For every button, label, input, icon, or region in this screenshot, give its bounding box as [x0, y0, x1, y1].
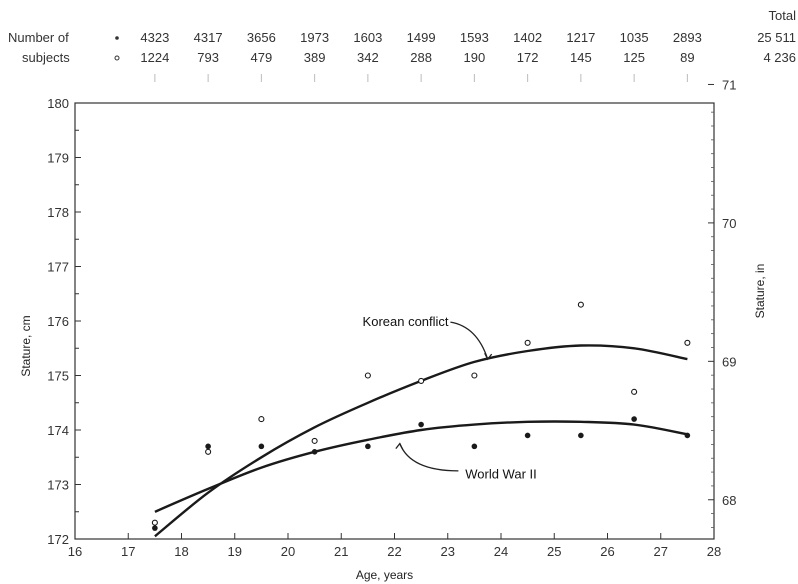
count-ww2: 4323 — [140, 30, 169, 45]
x-tick-label: 19 — [228, 544, 242, 559]
annotation-world-war-ii: World War II — [465, 467, 537, 482]
x-tick-label: 17 — [121, 544, 135, 559]
y-tick-label: 180 — [47, 96, 69, 111]
point-world-war-ii — [418, 421, 424, 428]
y-tick-label: 178 — [47, 205, 69, 220]
count-korean: 172 — [517, 50, 539, 65]
y2-tick-label: 70 — [722, 216, 736, 231]
y2-tick-label: 71 — [722, 77, 736, 92]
counts-korean-marker — [114, 55, 120, 61]
point-world-war-ii — [524, 432, 531, 439]
point-world-war-ii — [471, 443, 478, 450]
point-korean-conflict — [631, 388, 638, 395]
point-korean-conflict — [364, 372, 371, 379]
counts-ww2-marker — [115, 36, 119, 40]
x-tick-label: 18 — [174, 544, 188, 559]
count-ww2: 4317 — [194, 30, 223, 45]
y-tick-label: 176 — [47, 314, 69, 329]
y-tick-label: 177 — [47, 260, 69, 275]
counts-label-subjects: subjects — [22, 50, 70, 65]
counts-total-korean: 4 236 — [763, 50, 796, 65]
x-tick-label: 21 — [334, 544, 348, 559]
point-world-war-ii — [311, 449, 318, 455]
point-world-war-ii — [205, 443, 211, 450]
count-korean: 793 — [197, 50, 219, 65]
count-korean: 389 — [304, 50, 326, 65]
x-tick-label: 22 — [387, 544, 401, 559]
point-korean-conflict — [684, 339, 691, 346]
count-ww2: 3656 — [247, 30, 276, 45]
x-tick-label: 20 — [281, 544, 295, 559]
count-korean: 288 — [410, 50, 432, 65]
count-korean: 125 — [623, 50, 645, 65]
point-korean-conflict — [471, 372, 478, 379]
y-tick-label: 173 — [47, 478, 69, 493]
point-world-war-ii — [631, 416, 637, 422]
x-tick-label: 25 — [547, 544, 561, 559]
point-korean-conflict — [418, 377, 425, 385]
x-axis-label: Age, years — [356, 568, 413, 582]
annotation-korean-conflict: Korean conflict — [363, 314, 449, 329]
point-world-war-ii — [578, 432, 584, 439]
count-korean: 1224 — [140, 50, 169, 65]
point-korean-conflict — [577, 301, 584, 308]
counts-total-ww2: 25 511 — [757, 30, 796, 45]
arrowhead-korean-conflict — [484, 352, 493, 361]
y2-tick-label: 68 — [722, 493, 736, 508]
counts-total-label: Total — [769, 8, 797, 23]
axis-ticks: 16 17 18 19 20 21 22 23 24 25 26 27 28 172 173 174 175 17… — [47, 77, 736, 559]
x-tick-label: 27 — [654, 544, 668, 559]
x-tick-label: 28 — [707, 544, 721, 559]
y-tick-label: 172 — [47, 532, 69, 547]
x-tick-label: 26 — [600, 544, 614, 559]
count-ww2: 1035 — [620, 30, 649, 45]
count-ww2: 1593 — [460, 30, 489, 45]
fitted-curves — [154, 344, 688, 538]
count-korean: 342 — [357, 50, 379, 65]
x-tick-label: 16 — [68, 544, 82, 559]
point-korean-conflict — [524, 339, 531, 346]
count-ww2: 1499 — [407, 30, 436, 45]
leader-world-war-ii — [399, 443, 459, 472]
y-tick-label: 179 — [47, 151, 69, 166]
data-points — [151, 301, 691, 531]
count-ww2: 1973 — [300, 30, 329, 45]
point-korean-conflict — [311, 437, 318, 444]
count-ww2: 1217 — [566, 30, 595, 45]
x-tick-label: 23 — [441, 544, 455, 559]
counts-label-number-of: Number of — [8, 30, 69, 45]
y-tick-label: 175 — [47, 369, 69, 384]
y-axis-label: Stature, cm — [19, 315, 33, 376]
point-world-war-ii — [152, 525, 158, 531]
count-korean: 190 — [464, 50, 486, 65]
x-tick-label: 24 — [494, 544, 508, 559]
count-ww2: 1402 — [513, 30, 542, 45]
point-korean-conflict — [258, 416, 265, 423]
count-ww2: 1603 — [353, 30, 382, 45]
point-world-war-ii — [365, 443, 371, 450]
count-ww2: 2893 — [673, 30, 702, 45]
leader-korean-conflict — [450, 321, 489, 360]
point-world-war-ii — [258, 443, 265, 450]
curve-korean-conflict — [154, 344, 688, 538]
point-world-war-ii — [684, 432, 691, 439]
curve-world-war-ii — [154, 420, 688, 513]
point-korean-conflict — [205, 448, 212, 455]
count-korean: 479 — [251, 50, 273, 65]
arrowhead-world-war-ii — [395, 442, 404, 450]
y-tick-label: 174 — [47, 423, 69, 438]
count-korean: 89 — [680, 50, 694, 65]
y2-tick-label: 69 — [722, 354, 736, 369]
subject-counts-header: Number of subjects Total 25 511 4 236 43… — [8, 8, 796, 82]
y2-axis-label: Stature, in — [753, 264, 767, 319]
count-korean: 145 — [570, 50, 592, 65]
point-korean-conflict — [151, 519, 158, 526]
annotations: Korean conflict World War II — [363, 314, 537, 482]
